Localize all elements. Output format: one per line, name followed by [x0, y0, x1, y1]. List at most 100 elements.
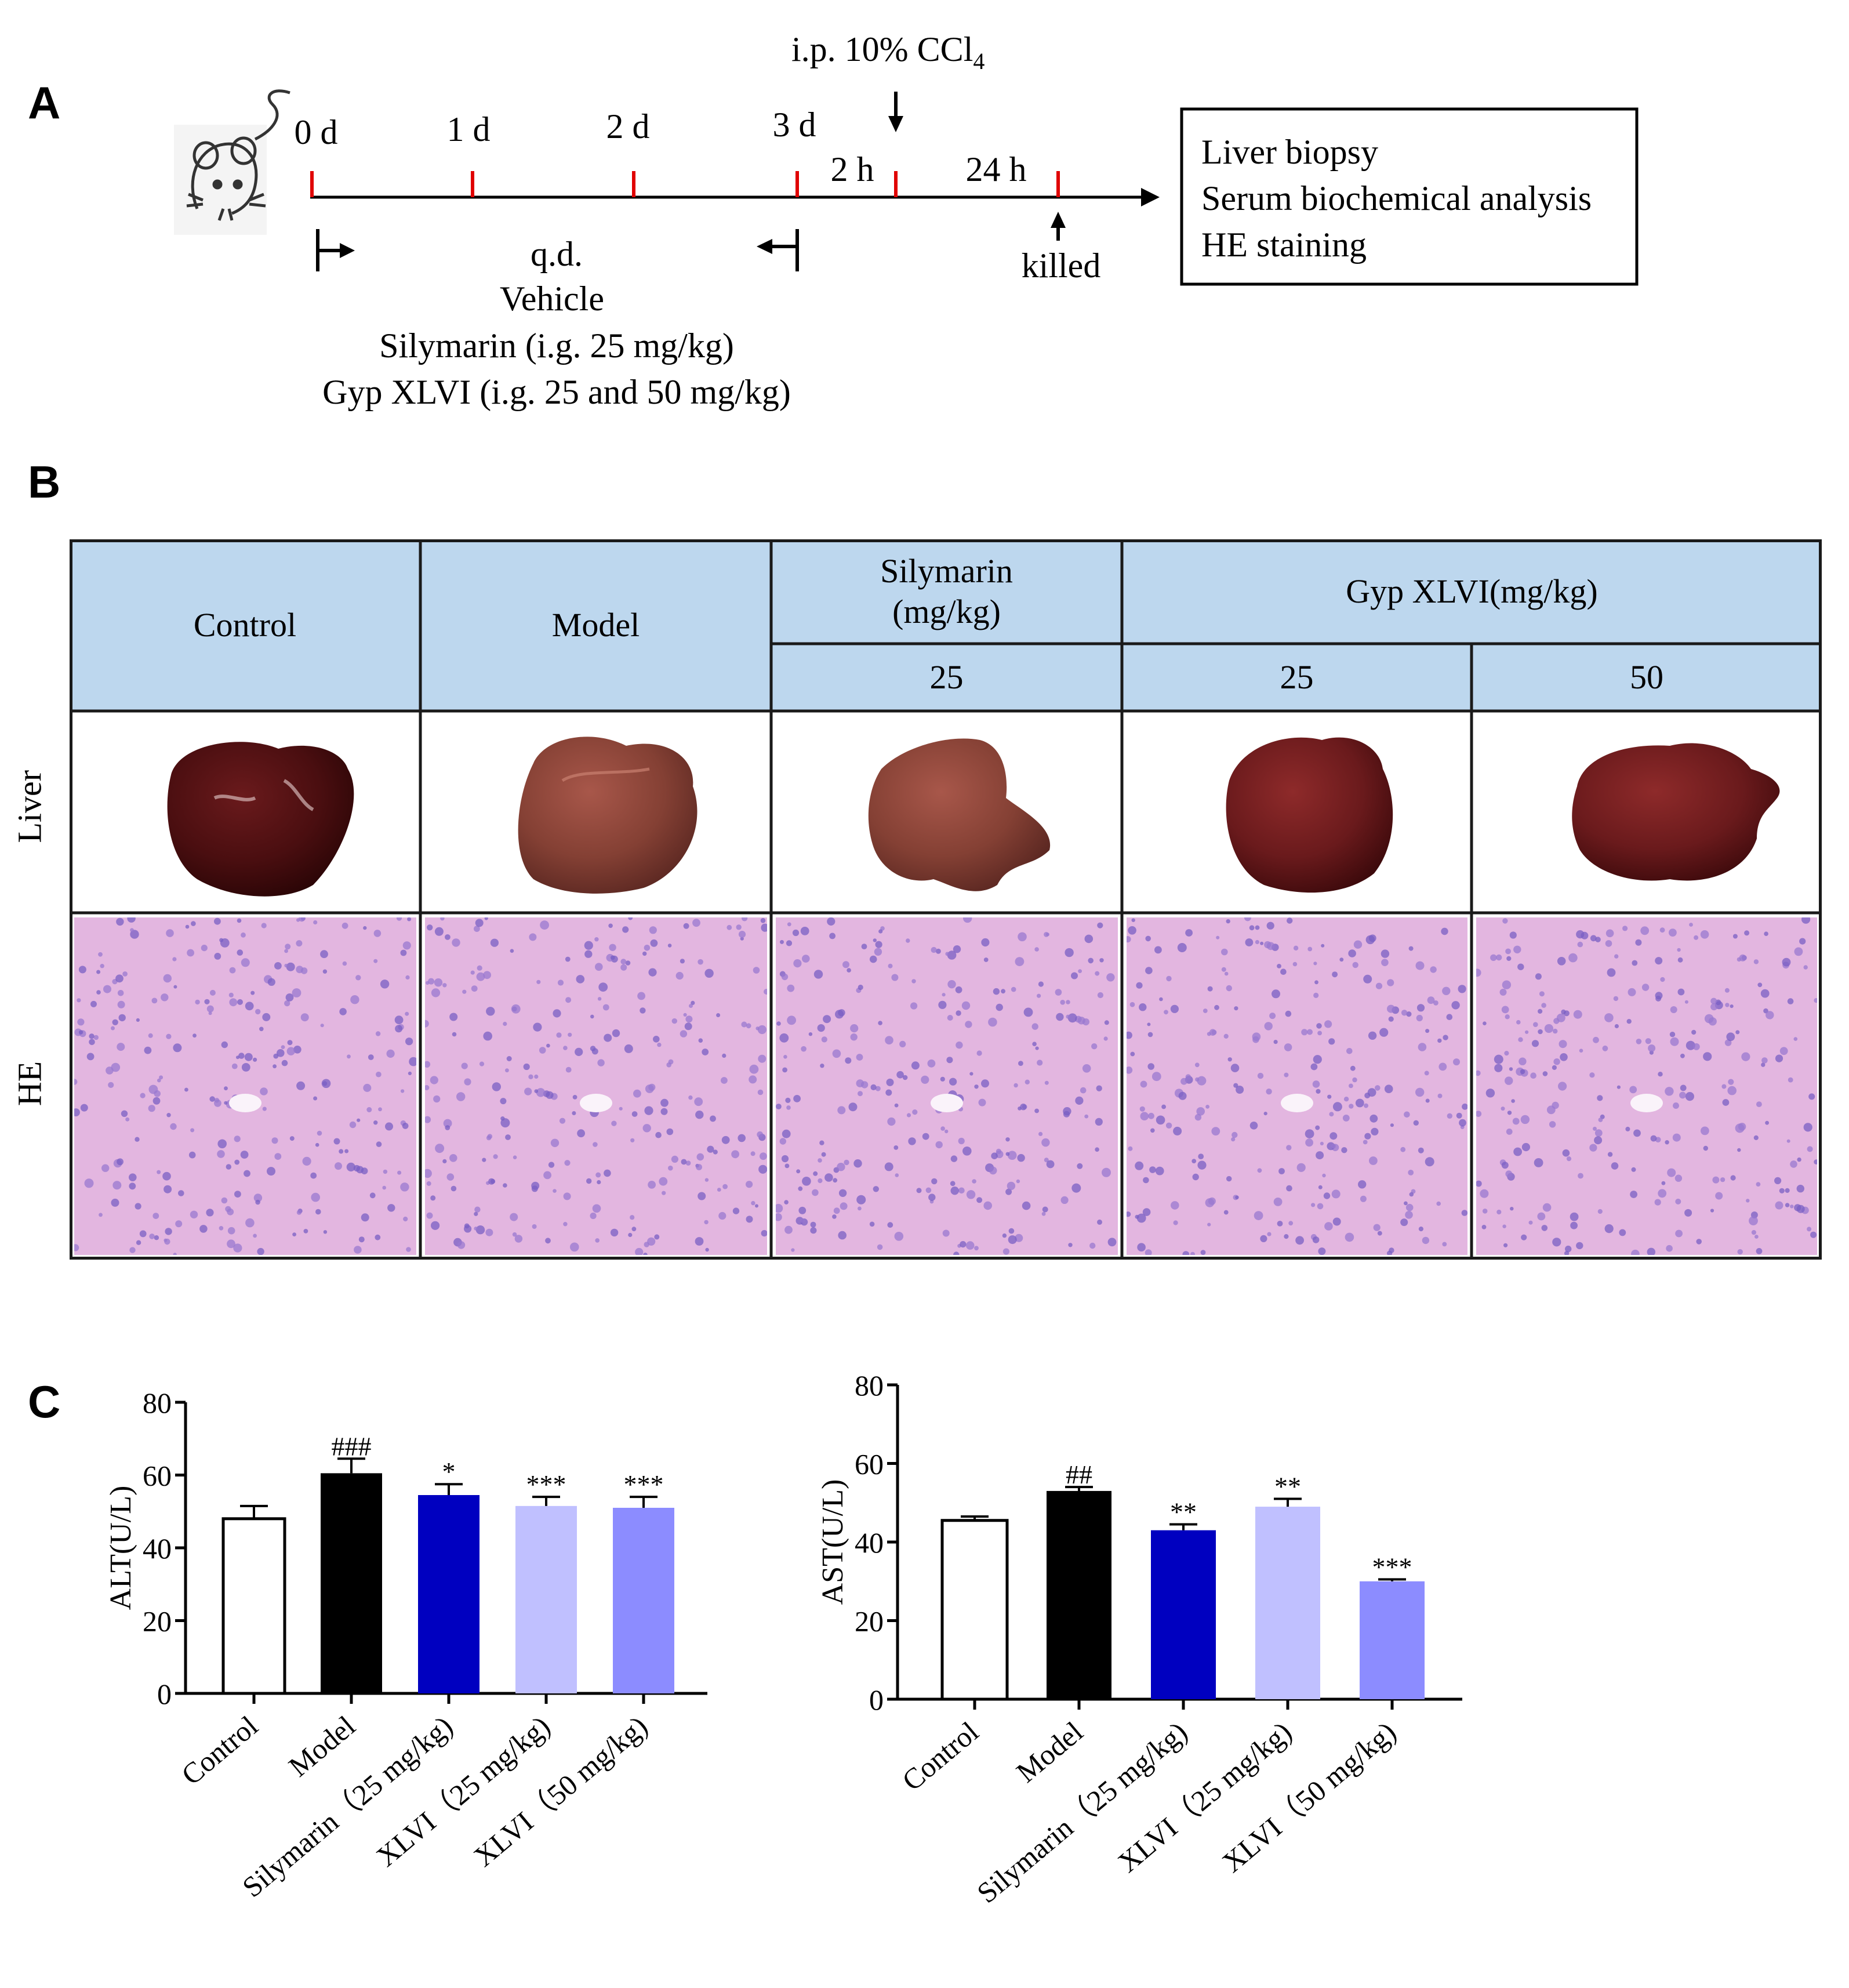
ast-bar-chart: 020406080AST(U/L)Control##Model**Silymar… [816, 1369, 1462, 1909]
liver-photo-silymarin [868, 738, 1051, 891]
bar [515, 1505, 577, 1693]
he-texture [425, 917, 767, 1255]
he-texture [74, 917, 416, 1255]
significance-label: * [442, 1457, 456, 1486]
he-image-gyp-25 [1127, 917, 1467, 1255]
y-axis-label: ALT(U/L) [104, 1486, 137, 1610]
panel-a-letter: A [28, 77, 61, 128]
liver-table: Control Model Silymarin (mg/kg) Gyp XLVI… [70, 539, 1822, 1260]
header-silymarin: Silymarin (mg/kg) [771, 539, 1122, 644]
bracket-arrow-left [757, 239, 772, 254]
he-texture [1476, 917, 1817, 1255]
liver-photos-row [167, 737, 1780, 897]
significance-label: *** [526, 1470, 566, 1499]
significance-label: *** [1372, 1552, 1412, 1581]
bar [1047, 1490, 1111, 1699]
liver-photo-gyp-50 [1572, 743, 1780, 881]
header-silymarin-unit: (mg/kg) [892, 593, 1001, 630]
header-gyp: Gyp XLVI(mg/kg) [1122, 539, 1822, 644]
bar [418, 1495, 479, 1693]
he-texture [1127, 917, 1467, 1255]
he-image-silymarin [776, 917, 1118, 1255]
significance-label: *** [624, 1470, 664, 1499]
panel-c-letter: C [28, 1376, 61, 1427]
alt-bar-chart: 020406080ALT(U/L)Control###Model*Silymar… [104, 1387, 707, 1903]
bar [1255, 1507, 1320, 1699]
dosing-silymarin: Silymarin (i.g. 25 mg/kg) [379, 327, 734, 365]
y-tick-label: 60 [143, 1460, 172, 1492]
x-tick-label: XLVI（50 mg/kg) [1216, 1715, 1402, 1879]
row-label-he: HE [10, 1061, 49, 1107]
bar [940, 1519, 1009, 1701]
header-model: Model [420, 539, 771, 711]
dosing-vehicle: Vehicle [500, 280, 604, 318]
tick-label-2d: 2 d [606, 107, 650, 146]
y-tick-label: 80 [855, 1369, 884, 1402]
y-tick-label: 0 [157, 1678, 172, 1710]
y-tick-label: 20 [143, 1605, 172, 1638]
significance-label: ## [1066, 1460, 1092, 1489]
header-dose-gyp-50: 50 [1472, 644, 1822, 711]
header-dose-gyp-25: 25 [1122, 644, 1472, 711]
y-tick-label: 20 [855, 1605, 884, 1638]
x-tick-label: XLVI（25 mg/kg) [370, 1710, 556, 1873]
timeline-ticks [310, 171, 1060, 197]
x-tick-label: XLVI（25 mg/kg) [1111, 1715, 1298, 1879]
outcome-line-2: Serum biochemical analysis [1201, 179, 1592, 217]
liver-photo-model [518, 737, 698, 894]
liver-photo-control [167, 742, 354, 897]
bar [1360, 1581, 1425, 1699]
dosing-bracket [316, 229, 799, 271]
header-model-label: Model [551, 606, 640, 644]
tick-label-24h: 24 h [966, 150, 1027, 188]
header-silymarin-label: Silymarin [880, 552, 1013, 590]
dosing-qd: q.d. [531, 235, 583, 273]
dose-gyp-50-label: 50 [1630, 658, 1663, 696]
tick-label-0d: 0 d [295, 113, 338, 151]
killed-label: killed [1022, 246, 1101, 285]
y-tick-label: 0 [869, 1684, 884, 1716]
dose-gyp-25-label: 25 [1280, 658, 1314, 696]
y-tick-label: 40 [855, 1526, 884, 1559]
bracket-arrow-right [340, 243, 355, 258]
header-dose-silymarin: 25 [771, 644, 1122, 711]
tick-label-3d: 3 d [773, 106, 816, 144]
he-image-gyp-50 [1476, 917, 1817, 1255]
header-gyp-label: Gyp XLVI(mg/kg) [1346, 572, 1598, 610]
injection-label: i.p. 10% CCl4 [791, 30, 985, 74]
y-axis-label: AST(U/L) [816, 1479, 849, 1605]
timeline-arrowhead [1141, 188, 1160, 206]
outcome-box [1180, 107, 1639, 286]
mouse-icon [174, 89, 290, 235]
y-tick-label: 40 [143, 1532, 172, 1565]
table-grid [70, 539, 1822, 1260]
x-tick-label: Control [896, 1715, 985, 1797]
significance-label: ** [1170, 1497, 1197, 1527]
dosing-gyp: Gyp XLVI (i.g. 25 and 50 mg/kg) [322, 373, 791, 411]
y-tick-label: 80 [143, 1387, 172, 1419]
significance-label: ** [1274, 1471, 1301, 1501]
he-texture [776, 917, 1118, 1255]
row-label-liver: Liver [10, 770, 49, 843]
panel-a-timeline: 0 d 1 d 2 d 3 d 2 h 24 h i.p. 10% CCl4 k… [174, 30, 1639, 411]
bar [321, 1473, 382, 1693]
bar [613, 1507, 674, 1693]
x-tick-label: XLVI（50 mg/kg) [467, 1710, 653, 1873]
liver-photo-gyp-25 [1226, 737, 1393, 893]
x-tick-label: Control [175, 1710, 264, 1791]
bar [221, 1517, 286, 1695]
dose-silymarin-label: 25 [929, 658, 964, 696]
y-tick-label: 60 [855, 1448, 884, 1481]
header-control-label: Control [193, 606, 297, 644]
outcome-line-1: Liver biopsy [1201, 133, 1378, 171]
he-image-model [425, 917, 767, 1255]
outcome-line-3: HE staining [1201, 226, 1367, 264]
panel-b-letter: B [28, 456, 61, 507]
killed-arrow [1051, 212, 1066, 241]
injection-arrow [888, 92, 903, 132]
bar [1151, 1530, 1216, 1699]
significance-label: ### [332, 1431, 372, 1461]
header-control: Control [70, 539, 420, 711]
x-tick-label: Model [282, 1710, 361, 1783]
he-image-control [74, 917, 416, 1255]
